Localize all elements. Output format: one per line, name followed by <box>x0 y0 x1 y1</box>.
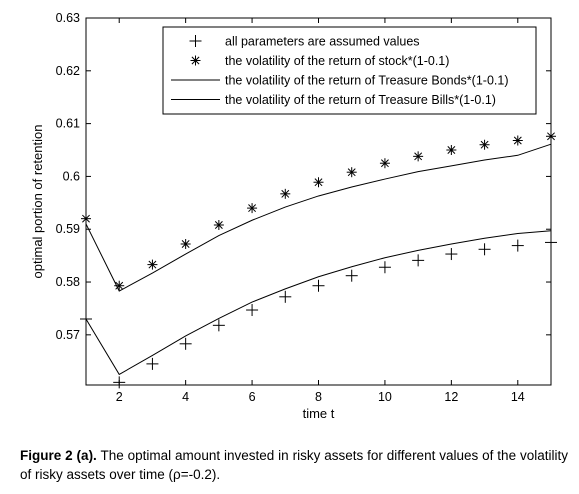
data-point-asterisk <box>479 139 490 150</box>
data-point-asterisk <box>346 167 357 178</box>
x-tick-label: 14 <box>511 390 525 404</box>
data-point-asterisk <box>379 158 390 169</box>
figure-caption: Figure 2 (a). The optimal amount investe… <box>20 446 568 484</box>
data-point-asterisk <box>280 188 291 199</box>
data-point-asterisk <box>413 151 424 162</box>
y-tick-label: 0.63 <box>56 11 80 25</box>
legend-entry-label: the volatility of the return of Treasure… <box>225 74 508 88</box>
legend: all parameters are assumed values the vol… <box>162 26 537 115</box>
data-point-asterisk <box>512 135 523 146</box>
data-point-plus <box>478 243 491 256</box>
data-point-plus <box>378 261 391 274</box>
y-axis-label: optimal portion of retention <box>30 125 45 279</box>
data-point-asterisk <box>247 203 258 214</box>
x-tick-label: 8 <box>315 390 322 404</box>
data-point-plus <box>246 304 259 317</box>
series-line-3 <box>85 230 552 376</box>
legend-entry-label: the volatility of the return of stock*(1… <box>225 54 449 68</box>
y-tick-label: 0.57 <box>56 328 80 342</box>
caption-text: The optimal amount invested in risky ass… <box>20 448 568 482</box>
x-tick-label: 12 <box>444 390 458 404</box>
data-point-plus <box>279 290 292 303</box>
legend-entry-label: the volatility of the return of Treasure… <box>225 93 496 107</box>
y-tick-label: 0.62 <box>56 64 80 78</box>
series-line-2 <box>85 143 552 292</box>
data-point-plus <box>412 254 425 267</box>
data-point-plus <box>312 279 325 292</box>
y-tick-label: 0.6 <box>63 169 80 183</box>
x-tick-label: 2 <box>116 390 123 404</box>
data-point-plus <box>189 35 202 47</box>
x-tick-label: 10 <box>378 390 392 404</box>
caption-label: Figure 2 (a). <box>20 448 97 463</box>
x-axis-label: time t <box>303 406 335 421</box>
data-point-asterisk <box>190 55 201 66</box>
legend-box <box>162 26 537 115</box>
data-point-asterisk <box>213 219 224 230</box>
data-point-plus <box>445 248 458 261</box>
legend-entry-label: all parameters are assumed values <box>225 35 420 49</box>
y-tick-label: 0.59 <box>56 222 80 236</box>
x-tick-label: 6 <box>249 390 256 404</box>
data-point-plus <box>511 239 524 252</box>
x-tick-label: 4 <box>182 390 189 404</box>
data-point-asterisk <box>114 280 125 291</box>
data-point-asterisk <box>147 259 158 270</box>
y-tick-label: 0.61 <box>56 117 80 131</box>
data-point-plus <box>179 337 192 350</box>
data-point-asterisk <box>313 177 324 188</box>
data-point-plus <box>212 319 225 332</box>
data-point-asterisk <box>180 239 191 250</box>
data-point-asterisk <box>446 145 457 156</box>
data-point-plus <box>146 357 159 370</box>
data-point-plus <box>345 269 358 282</box>
y-tick-label: 0.58 <box>56 275 80 289</box>
chart: 2 4 6 8 10 12 14 0.57 0.58 0.59 0.6 0.61 0.62 0.63 op… <box>30 11 557 421</box>
